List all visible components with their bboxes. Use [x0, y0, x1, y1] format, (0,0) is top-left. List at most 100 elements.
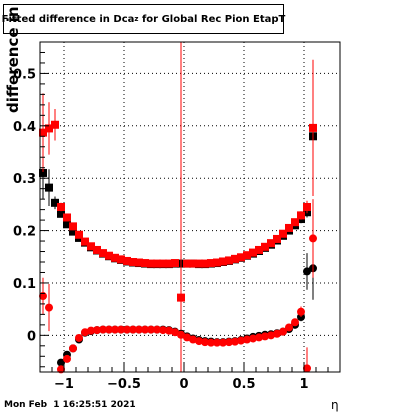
data-point-s1-p24 — [183, 259, 191, 268]
data-point-s3-p43 — [303, 364, 311, 373]
data-point-s1-p25 — [189, 259, 197, 268]
data-point-s1-p16 — [135, 258, 143, 267]
data-point-s0-p1 — [45, 183, 53, 192]
x-tick-label-2: 0 — [179, 377, 188, 392]
data-point-s1-p21 — [165, 259, 173, 268]
data-point-s1-p34 — [243, 251, 251, 260]
data-point-s3-p44 — [309, 234, 317, 243]
data-point-s3-p18 — [153, 325, 161, 334]
data-point-s3-p2 — [57, 365, 65, 374]
data-point-s1-p18 — [147, 259, 155, 268]
data-point-s1-p38 — [267, 239, 275, 248]
x-tick-label-1: −0.5 — [107, 377, 141, 392]
timestamp: Mon Feb 1 16:25:51 2021 — [4, 400, 136, 410]
y-tick-label-1: 0.1 — [13, 277, 36, 292]
data-point-s1-p15 — [129, 258, 137, 266]
data-point-s0-p3 — [57, 209, 65, 218]
data-point-s1-p2 — [51, 120, 59, 129]
data-point-s2-p41 — [303, 267, 311, 276]
data-point-s3-p36 — [261, 332, 269, 341]
data-point-s1-p37 — [261, 242, 269, 251]
data-point-s1-p14 — [123, 256, 131, 265]
data-point-s1-p0 — [39, 128, 47, 137]
data-point-s1-p36 — [255, 245, 263, 254]
data-point-s3-p29 — [219, 338, 227, 347]
data-point-s3-p13 — [123, 325, 131, 334]
data-point-s3-p40 — [285, 323, 293, 332]
data-point-s3-p25 — [195, 337, 203, 346]
x-tick-label-3: 0.5 — [232, 377, 255, 392]
data-point-s1-p22 — [171, 259, 179, 268]
data-point-s3-p41 — [291, 318, 299, 327]
data-point-s3-p0 — [39, 292, 47, 301]
data-point-s1-p6 — [75, 230, 83, 239]
chart-title-main: Fitted difference in Dca — [1, 13, 135, 25]
data-point-s1-p32 — [231, 254, 239, 263]
data-point-s3-p5 — [75, 333, 83, 342]
data-point-s3-p14 — [129, 325, 137, 334]
data-point-s3-p17 — [147, 325, 155, 334]
data-point-s3-p11 — [111, 325, 119, 334]
data-point-s3-p6 — [81, 328, 89, 337]
x-tick-label-4: 1 — [299, 377, 308, 392]
data-point-s3-p8 — [93, 326, 101, 335]
chart-title: Fitted difference in Dca z for Global Rec… — [1, 4, 285, 34]
data-point-s1-p8 — [87, 242, 95, 251]
data-point-s1-p30 — [219, 257, 227, 266]
data-point-s1-p27 — [201, 259, 209, 268]
data-point-s1-p28 — [207, 259, 215, 268]
data-point-s1-p41 — [285, 223, 293, 232]
data-point-s0-p0 — [39, 168, 47, 177]
data-point-s0-p5 — [69, 227, 77, 236]
data-point-s1-p17 — [141, 259, 149, 268]
data-point-s2-p0 — [57, 358, 65, 367]
data-point-s1-p35 — [249, 248, 257, 257]
data-point-s3-p20 — [165, 326, 173, 335]
data-point-s3-p7 — [87, 326, 95, 335]
data-point-s1-p40 — [279, 229, 287, 238]
data-point-s1-p12 — [111, 253, 119, 262]
y-axis-label-main: difference in Dca — [4, 0, 22, 113]
data-point-s1-p33 — [237, 253, 245, 262]
data-point-s3-p31 — [231, 337, 239, 346]
data-point-s3-p27 — [207, 338, 215, 347]
data-point-s3-p3 — [63, 354, 71, 363]
data-point-s1-p45 — [309, 123, 317, 132]
data-point-s3-p42 — [297, 307, 305, 316]
data-point-s1-p11 — [105, 251, 113, 260]
data-point-s1-p29 — [213, 258, 221, 267]
data-point-s1-p7 — [81, 237, 89, 246]
data-point-s1-p5 — [69, 222, 77, 231]
data-point-s0-p2 — [51, 198, 59, 207]
plot-frame — [39, 41, 341, 373]
data-point-s3-p35 — [255, 333, 263, 342]
data-point-s1-p44 — [303, 203, 311, 211]
data-point-s3-p16 — [141, 325, 149, 334]
data-point-s3-p39 — [279, 327, 287, 336]
y-tick-label-5: 0.5 — [13, 67, 36, 82]
y-tick-label-2: 0.2 — [13, 225, 36, 240]
data-point-s1-p4 — [63, 213, 71, 222]
data-point-s3-p19 — [159, 326, 167, 335]
data-point-s1-p19 — [153, 259, 161, 268]
data-point-s3-p30 — [225, 338, 233, 347]
data-point-s3-p23 — [183, 333, 191, 342]
data-point-s3-p1 — [45, 303, 53, 312]
data-point-s1-p23 — [177, 293, 185, 302]
data-point-s1-p1 — [45, 124, 53, 133]
data-point-s3-p4 — [69, 344, 77, 353]
data-points — [39, 42, 317, 374]
data-point-s3-p38 — [273, 329, 281, 338]
data-point-s3-p24 — [189, 335, 197, 344]
data-point-s1-p31 — [225, 256, 233, 265]
data-point-s3-p32 — [237, 336, 245, 345]
x-tick-label-0: −1 — [54, 377, 74, 392]
chart-title-sub: z — [134, 15, 139, 23]
data-point-s1-p9 — [93, 245, 101, 254]
data-point-s3-p37 — [267, 331, 275, 340]
x-axis-label: η — [331, 398, 339, 412]
data-point-s3-p9 — [99, 325, 107, 334]
data-point-s3-p21 — [171, 328, 179, 337]
